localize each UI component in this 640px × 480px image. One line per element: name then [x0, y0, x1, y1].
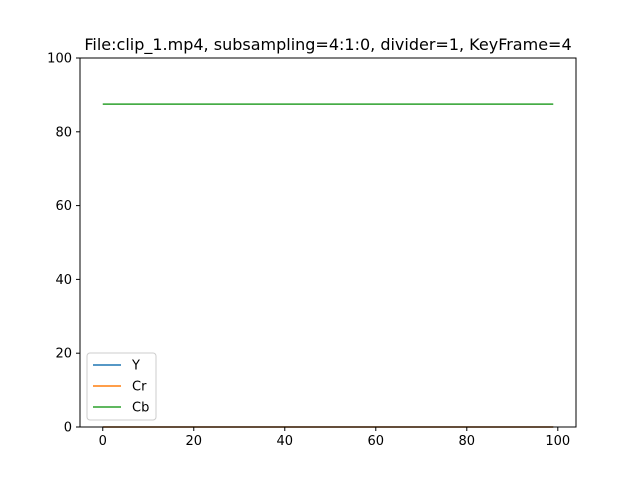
- axes-frame: [79, 57, 577, 428]
- x-tick-label: 40: [276, 434, 293, 449]
- x-tick-label: 20: [185, 434, 202, 449]
- chart-title: File:clip_1.mp4, subsampling=4:1:0, divi…: [84, 35, 571, 55]
- x-tick-label: 80: [459, 434, 476, 449]
- x-tick-label: 100: [545, 434, 570, 449]
- legend-label-cb: Cb: [132, 401, 149, 416]
- legend-label-y: Y: [131, 359, 140, 374]
- y-axis: 0 20 40 60 80 100: [47, 52, 80, 436]
- x-tick-label: 0: [99, 434, 107, 449]
- y-tick-label: 100: [47, 52, 72, 67]
- y-tick-label: 20: [55, 347, 72, 362]
- plot-area: [79, 57, 577, 428]
- y-tick-label: 0: [64, 421, 72, 436]
- legend-box: [86, 352, 157, 421]
- y-tick-label: 40: [55, 273, 72, 288]
- y-tick-label: 60: [55, 199, 72, 214]
- x-tick-label: 60: [368, 434, 385, 449]
- legend-label-cr: Cr: [132, 380, 147, 395]
- legend: Y Cr Cb: [86, 352, 157, 421]
- y-tick-label: 80: [55, 125, 72, 140]
- x-axis: 0 20 40 60 80 100: [99, 427, 570, 449]
